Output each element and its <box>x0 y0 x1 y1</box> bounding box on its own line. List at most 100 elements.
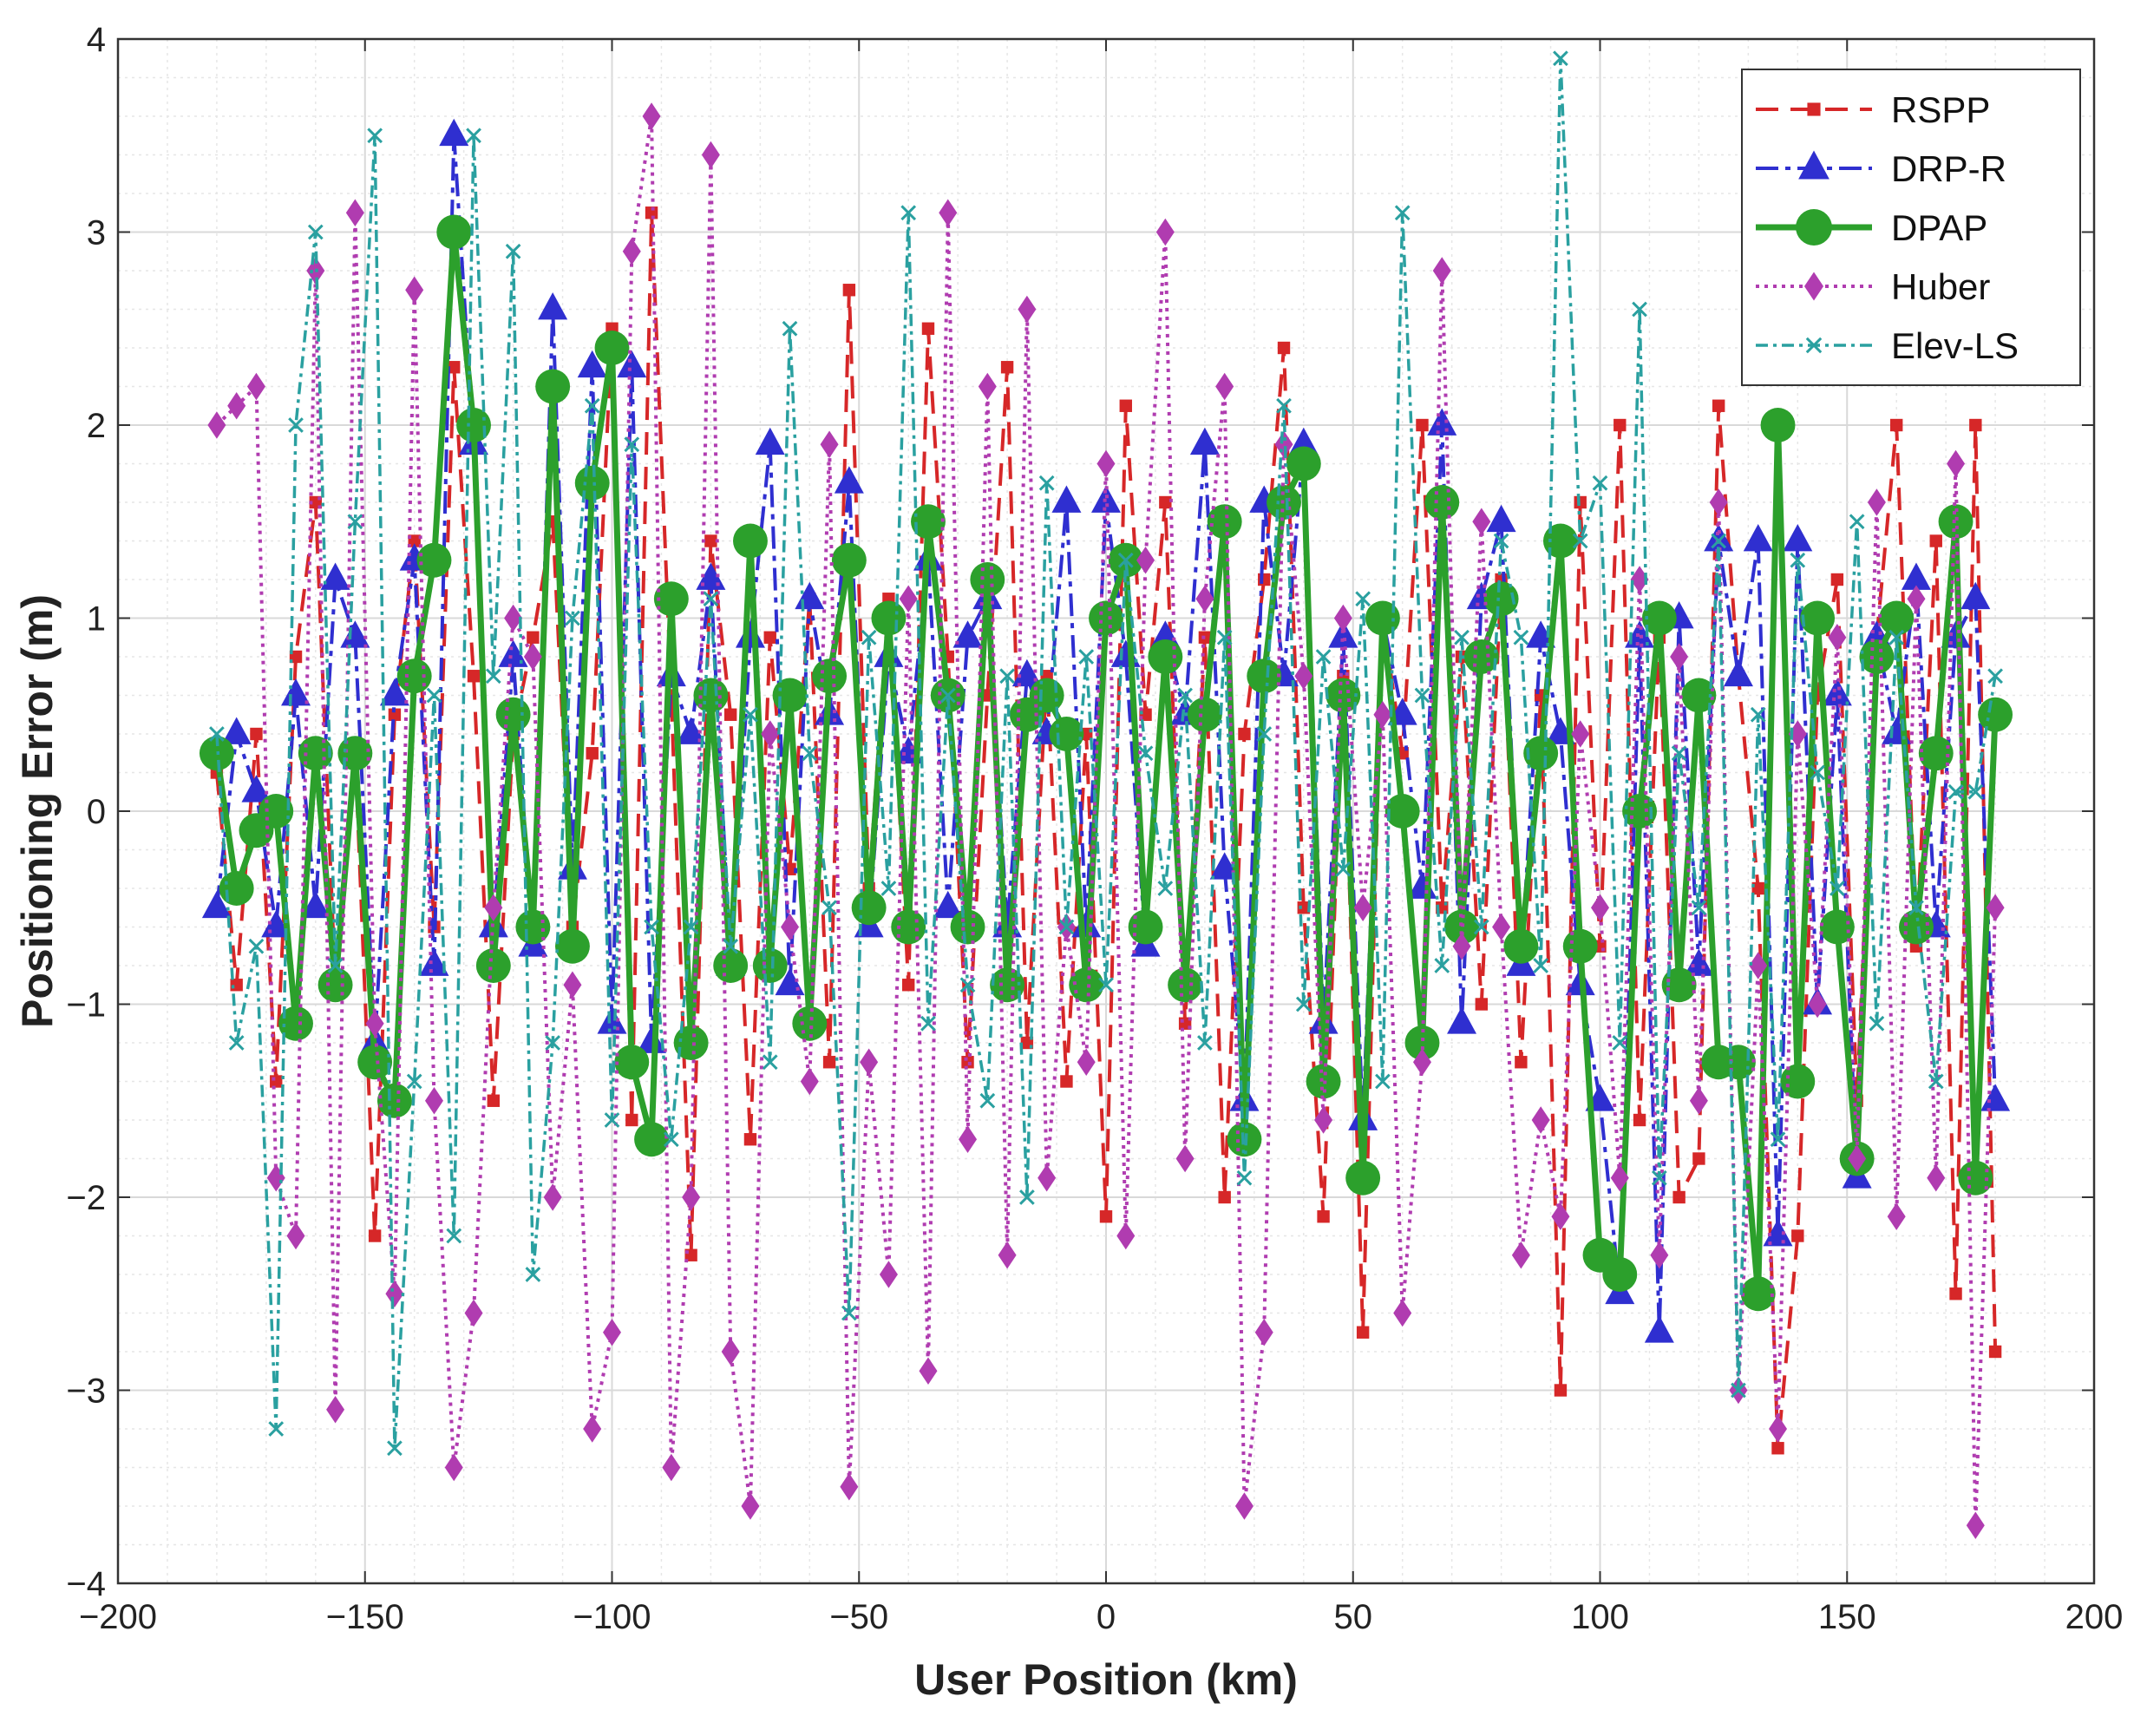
data-point <box>523 643 542 671</box>
data-point <box>320 562 350 590</box>
data-point <box>1195 585 1214 613</box>
data-point <box>1345 1160 1381 1196</box>
data-point <box>1099 1210 1113 1223</box>
data-point <box>1098 977 1114 993</box>
data-point <box>1427 408 1457 436</box>
data-point <box>594 331 630 365</box>
data-point <box>841 1305 857 1321</box>
data-point <box>326 1396 345 1424</box>
data-point <box>406 1073 422 1090</box>
data-point <box>603 1319 621 1346</box>
data-point <box>1907 585 1926 613</box>
data-point <box>1947 449 1966 478</box>
data-point <box>911 504 946 540</box>
data-point <box>241 775 272 802</box>
data-point <box>1888 629 1905 645</box>
data-point <box>1000 361 1014 374</box>
data-point <box>1908 900 1924 916</box>
data-point <box>230 979 243 992</box>
data-point <box>1769 1415 1788 1443</box>
data-point <box>1288 427 1319 455</box>
legend-label: DPAP <box>1891 207 1987 248</box>
y-tick-label: −3 <box>66 1372 106 1411</box>
data-point <box>1513 629 1529 645</box>
data-point <box>1328 620 1358 648</box>
data-point <box>1335 861 1352 877</box>
data-point <box>1136 547 1155 574</box>
x-tick-label: −150 <box>326 1598 404 1636</box>
data-point <box>723 708 737 721</box>
data-point <box>1215 372 1234 401</box>
data-point <box>1890 418 1903 432</box>
data-point <box>1295 996 1312 1012</box>
legend-marker <box>1805 337 1823 354</box>
data-point <box>1743 523 1773 552</box>
data-point <box>565 610 580 626</box>
data-point <box>1511 1241 1530 1269</box>
data-point <box>227 392 246 420</box>
data-point <box>1157 881 1174 896</box>
data-point <box>950 909 985 945</box>
data-point <box>1830 573 1844 586</box>
data-point <box>515 909 551 945</box>
data-point <box>1661 967 1697 1003</box>
data-point <box>860 1048 879 1076</box>
data-point <box>376 1083 412 1118</box>
data-point <box>1901 562 1931 590</box>
data-point <box>1326 678 1361 713</box>
data-point <box>1829 881 1845 896</box>
data-point <box>1791 1229 1804 1242</box>
data-point <box>1750 706 1766 723</box>
data-point <box>317 967 353 1003</box>
data-point <box>467 670 481 683</box>
data-point <box>1969 418 1982 432</box>
data-point <box>1704 523 1734 552</box>
data-point <box>1096 449 1116 478</box>
x-tick-label: 0 <box>1096 1598 1116 1636</box>
data-point <box>800 1067 819 1096</box>
data-point <box>1187 697 1222 732</box>
data-point <box>1783 523 1813 552</box>
data-point <box>1216 629 1233 645</box>
data-point <box>1356 1326 1370 1339</box>
data-point <box>1117 552 1134 568</box>
data-point <box>1614 418 1627 432</box>
data-point <box>535 369 571 404</box>
data-point <box>1670 643 1689 671</box>
x-tick-label: 150 <box>1818 1598 1876 1636</box>
data-point <box>653 581 689 617</box>
data-point <box>1641 600 1677 636</box>
legend-label: RSPP <box>1891 89 1990 130</box>
data-point <box>1689 1087 1708 1115</box>
data-point <box>921 322 935 335</box>
data-point <box>388 708 402 721</box>
data-point <box>1644 1315 1674 1343</box>
data-point <box>1375 1073 1391 1090</box>
data-point <box>1869 1015 1885 1032</box>
data-point <box>1314 1106 1333 1134</box>
x-tick-label: −200 <box>79 1598 157 1636</box>
data-point <box>1526 620 1556 648</box>
data-point <box>448 361 461 374</box>
data-point <box>1721 1045 1756 1080</box>
data-point <box>1492 913 1511 941</box>
data-point <box>1562 928 1598 964</box>
y-tick-label: 2 <box>87 407 106 445</box>
data-point <box>821 900 837 916</box>
data-point <box>1317 1210 1330 1223</box>
data-point <box>1551 1202 1570 1230</box>
data-point <box>1929 534 1942 547</box>
data-point <box>1711 533 1727 549</box>
data-point <box>1247 658 1282 694</box>
legend-entry: DRP-R <box>1756 148 2006 189</box>
data-point <box>597 1006 627 1034</box>
data-point <box>1610 1164 1629 1192</box>
data-point <box>834 466 864 494</box>
data-point <box>743 1133 757 1146</box>
data-point <box>1712 399 1725 412</box>
data-point <box>919 1357 938 1385</box>
data-point <box>475 948 511 983</box>
data-point <box>1472 508 1491 535</box>
data-point <box>201 890 232 919</box>
